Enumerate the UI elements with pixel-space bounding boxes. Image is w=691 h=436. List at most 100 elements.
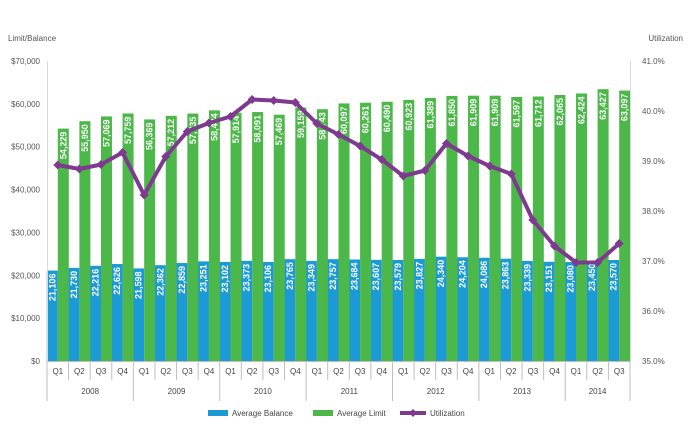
utilization-marker <box>118 148 128 157</box>
limit-value-label: 57,469 <box>274 118 284 146</box>
right-axis-title: Utilization <box>648 34 683 43</box>
year-label: 2014 <box>589 387 607 396</box>
limit-value-label: 59,159 <box>296 110 306 138</box>
year-label: 2008 <box>81 387 99 396</box>
balance-bar <box>478 257 490 361</box>
balance-bar <box>500 258 512 361</box>
limit-value-label: 54,229 <box>58 132 68 160</box>
balance-value-label: 23,080 <box>566 265 576 293</box>
right-tick-label: 38.0% <box>642 207 665 216</box>
balance-value-label: 23,863 <box>501 262 511 290</box>
left-tick-label: $40,000 <box>11 186 40 195</box>
limit-value-label: 58,484 <box>209 113 219 141</box>
balance-bar <box>262 261 274 361</box>
utilization-marker <box>571 258 581 267</box>
category-label: Q3 <box>614 367 625 376</box>
left-tick-label: $60,000 <box>11 100 40 109</box>
category-label: Q3 <box>355 367 366 376</box>
limit-bar <box>511 97 523 361</box>
category-label: Q2 <box>420 367 431 376</box>
balance-value-label: 23,684 <box>350 263 360 291</box>
balance-bar <box>89 265 101 361</box>
balance-bar <box>370 259 382 361</box>
limit-bar <box>122 113 134 362</box>
utilization-marker <box>549 241 559 251</box>
limit-value-label: 61,597 <box>512 100 522 128</box>
balance-bar <box>46 270 58 361</box>
balance-value-label: 24,340 <box>436 260 446 288</box>
balance-value-label: 23,151 <box>544 265 554 293</box>
utilization-marker <box>161 152 171 161</box>
category-label: Q1 <box>225 367 236 376</box>
balance-bar <box>284 259 296 361</box>
left-tick-label: $70,000 <box>11 57 40 66</box>
balance-bar <box>543 261 555 361</box>
category-label: Q2 <box>247 367 258 376</box>
category-label: Q1 <box>398 367 409 376</box>
year-label: 2013 <box>513 387 531 396</box>
balance-bar <box>241 260 253 361</box>
limit-value-label: 58,091 <box>253 115 263 143</box>
utilization-marker <box>441 139 451 148</box>
limit-bar <box>273 114 285 361</box>
right-axis: 35.0% 36.0% 37.0% 38.0% 39.0% 40.0% 41.0% <box>642 57 665 366</box>
limit-value-label: 61,389 <box>425 101 435 129</box>
category-label: Q2 <box>506 367 517 376</box>
category-label: Q4 <box>463 367 474 376</box>
limit-bar <box>619 90 631 361</box>
left-tick-label: $0 <box>31 357 40 366</box>
utilization-marker <box>290 98 300 107</box>
legend-label-utilization: Utilization <box>430 409 465 418</box>
limit-bar <box>165 115 177 361</box>
right-tick-label: 36.0% <box>642 307 665 316</box>
legend-swatch-balance <box>208 410 228 416</box>
left-axis: $0 $10,000 $20,000 $30,000 $40,000 $50,000 $60… <box>11 57 40 366</box>
utilization-marker <box>463 151 473 161</box>
limit-value-label: 57,914 <box>231 116 241 144</box>
right-tick-label: 37.0% <box>642 257 665 266</box>
limit-value-label: 61,909 <box>469 99 479 127</box>
balance-bar <box>413 258 425 361</box>
utilization-marker <box>139 190 149 200</box>
utilization-marker <box>334 130 343 139</box>
category-label: Q2 <box>74 367 85 376</box>
utilization-marker <box>506 169 516 179</box>
utilization-marker <box>485 161 495 171</box>
limit-value-label: 60,097 <box>339 106 349 134</box>
limit-bar <box>316 109 328 362</box>
balance-value-label: 23,102 <box>220 265 230 293</box>
right-tick-label: 35.0% <box>642 357 665 366</box>
limit-bar <box>381 101 393 361</box>
balance-value-label: 23,450 <box>587 264 597 292</box>
balance-bar <box>176 263 188 361</box>
category-label: Q3 <box>441 367 452 376</box>
year-label: 2009 <box>168 387 186 396</box>
utilization-marker <box>398 171 408 181</box>
utilization-marker <box>74 164 84 174</box>
balance-bar <box>133 268 145 361</box>
limit-value-label: 55,950 <box>80 124 90 152</box>
utilization-marker <box>53 160 63 170</box>
legend-label-limit: Average Limit <box>337 409 387 418</box>
utilization-marker <box>355 141 365 151</box>
category-label: Q2 <box>160 367 171 376</box>
legend-swatch-limit <box>313 410 333 416</box>
limit-bar <box>360 102 372 362</box>
limit-value-label: 60,261 <box>361 106 371 134</box>
utilization-marker <box>420 166 430 175</box>
balance-value-label: 21,598 <box>134 271 144 299</box>
right-tick-label: 39.0% <box>642 157 665 166</box>
balance-bar <box>586 260 598 361</box>
category-label: Q1 <box>139 367 150 376</box>
balance-bar <box>457 257 469 361</box>
balance-value-label: 23,373 <box>242 264 252 292</box>
limit-value-label: 61,909 <box>490 99 500 127</box>
category-label: Q1 <box>312 367 323 376</box>
balance-bar <box>435 256 447 361</box>
limit-value-label: 62,424 <box>577 96 587 124</box>
year-label: 2012 <box>427 387 445 396</box>
balance-bar <box>219 261 231 361</box>
balance-value-label: 22,362 <box>155 268 165 296</box>
limit-value-label: 57,759 <box>123 116 133 144</box>
utilization-marker <box>204 118 214 128</box>
